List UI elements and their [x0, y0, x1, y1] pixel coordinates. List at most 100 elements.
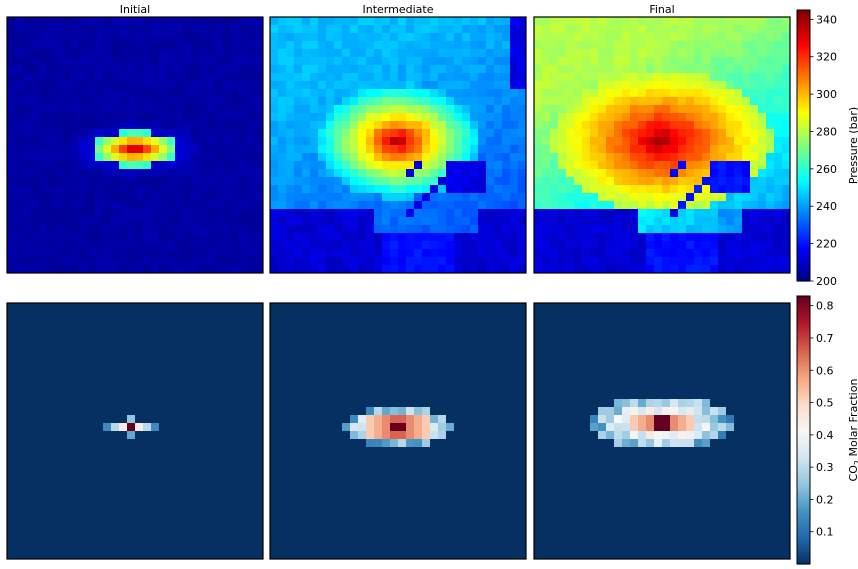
heatmap-cell	[454, 169, 463, 178]
heatmap-cell	[758, 249, 767, 258]
heatmap-cell	[278, 49, 287, 58]
heatmap-cell	[390, 351, 399, 360]
heatmap-cell	[750, 89, 759, 98]
heatmap-cell	[486, 89, 495, 98]
heatmap-cell	[159, 319, 168, 328]
heatmap-cell	[518, 319, 527, 328]
heatmap-cell	[199, 217, 208, 226]
panels-group: Initial Intermediate Final	[6, 3, 791, 560]
heatmap-cell	[454, 439, 463, 448]
heatmap-cell	[334, 97, 343, 106]
heatmap-cell	[382, 519, 391, 528]
heatmap-cell	[398, 503, 407, 512]
heatmap-cell	[630, 241, 639, 250]
heatmap-cell	[31, 479, 40, 488]
heatmap-cell	[654, 81, 663, 90]
heatmap-cell	[47, 49, 56, 58]
heatmap-cell	[454, 153, 463, 162]
heatmap-cell	[103, 471, 112, 480]
heatmap-cell	[278, 327, 287, 336]
heatmap-cell	[446, 193, 455, 202]
heatmap-cell	[670, 113, 679, 122]
heatmap-cell	[494, 423, 503, 432]
heatmap-cell	[151, 257, 160, 266]
heatmap-cell	[478, 257, 487, 266]
heatmap-cell	[63, 503, 72, 512]
heatmap-cell	[678, 249, 687, 258]
heatmap-cell	[326, 359, 335, 368]
heatmap-cell	[111, 137, 120, 146]
heatmap-cell	[430, 343, 439, 352]
heatmap-cell	[247, 543, 256, 552]
heatmap-cell	[310, 105, 319, 114]
heatmap-cell	[406, 487, 415, 496]
heatmap-cell	[494, 503, 503, 512]
heatmap-cell	[87, 471, 96, 480]
heatmap-cell	[774, 201, 783, 210]
heatmap-cell	[135, 391, 144, 400]
heatmap-cell	[191, 479, 200, 488]
heatmap-cell	[223, 511, 232, 520]
heatmap-cell	[87, 97, 96, 106]
heatmap-cell	[558, 41, 567, 50]
heatmap-cell	[310, 375, 319, 384]
heatmap-cell	[678, 265, 687, 274]
heatmap-cell	[662, 65, 671, 74]
heatmap-cell	[278, 89, 287, 98]
heatmap-cell	[582, 177, 591, 186]
heatmap-cell	[734, 89, 743, 98]
heatmap-cell	[79, 137, 88, 146]
heatmap-cell	[630, 25, 639, 34]
heatmap-cell	[183, 169, 192, 178]
heatmap-cell	[302, 495, 311, 504]
heatmap-cell	[510, 89, 519, 98]
heatmap-cell	[670, 249, 679, 258]
heatmap-cell	[478, 225, 487, 234]
heatmap-cell	[382, 479, 391, 488]
heatmap-cell	[7, 193, 16, 202]
heatmap-cell	[286, 81, 295, 90]
heatmap-cell	[47, 89, 56, 98]
heatmap-cell	[39, 351, 48, 360]
heatmap-cell	[654, 145, 663, 154]
heatmap-cell	[167, 81, 176, 90]
heatmap-cell	[486, 233, 495, 242]
heatmap-cell	[87, 343, 96, 352]
heatmap-cell	[646, 57, 655, 66]
heatmap-cell	[598, 73, 607, 82]
heatmap-cell	[135, 25, 144, 34]
heatmap-cell	[646, 137, 655, 146]
heatmap-cell	[550, 105, 559, 114]
heatmap-cell	[23, 463, 32, 472]
heatmap-cell	[374, 343, 383, 352]
heatmap-cell	[350, 319, 359, 328]
heatmap-cell	[374, 73, 383, 82]
heatmap-cell	[598, 113, 607, 122]
heatmap-cell	[326, 49, 335, 58]
heatmap-cell	[63, 407, 72, 416]
heatmap-cell	[167, 327, 176, 336]
heatmap-cell	[310, 399, 319, 408]
heatmap-cell	[215, 391, 224, 400]
heatmap-cell	[302, 519, 311, 528]
heatmap-cell	[79, 535, 88, 544]
heatmap-cell	[318, 311, 327, 320]
heatmap-cell	[342, 169, 351, 178]
heatmap-cell	[63, 161, 72, 170]
heatmap-cell	[95, 81, 104, 90]
heatmap-cell	[534, 41, 543, 50]
heatmap-cell	[478, 375, 487, 384]
heatmap-cell	[446, 161, 455, 170]
heatmap-cell	[135, 185, 144, 194]
heatmap-cell	[510, 121, 519, 130]
heatmap-cell	[167, 519, 176, 528]
heatmap-cell	[502, 319, 511, 328]
heatmap-cell	[231, 439, 240, 448]
heatmap-cell	[662, 185, 671, 194]
heatmap-cell	[255, 257, 264, 266]
heatmap-cell	[566, 193, 575, 202]
heatmap-cell	[614, 97, 623, 106]
heatmap-cell	[79, 97, 88, 106]
heatmap-cell	[382, 209, 391, 218]
heatmap-cell	[286, 169, 295, 178]
